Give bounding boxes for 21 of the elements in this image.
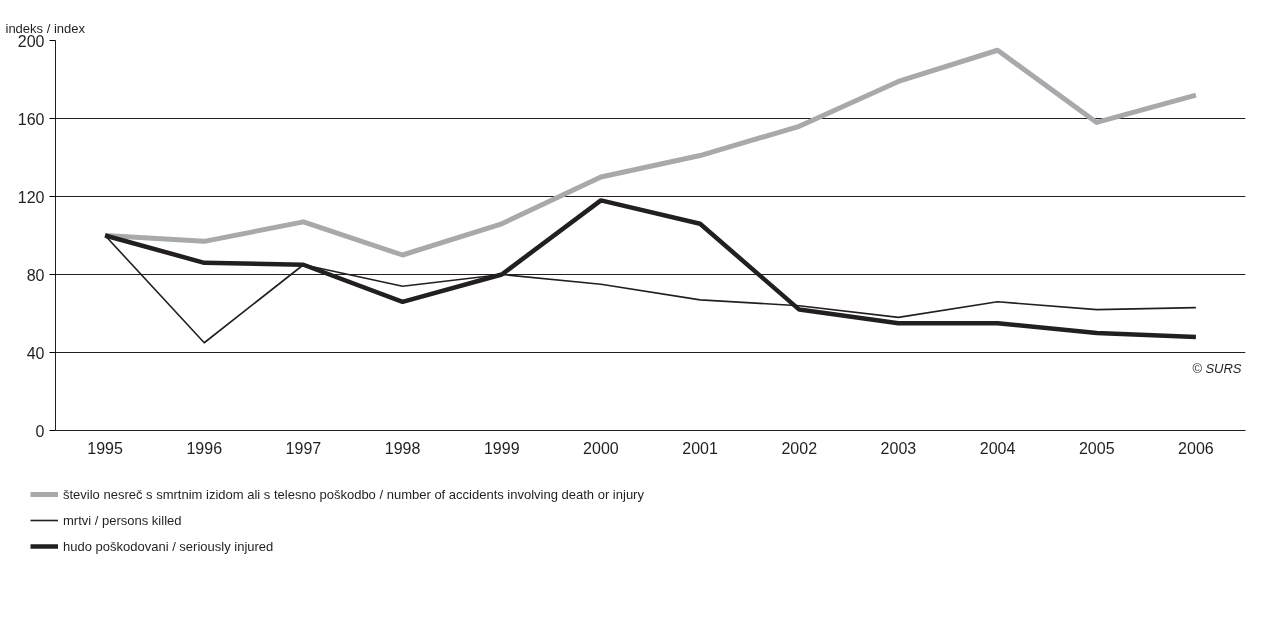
y-tick-label: 0	[35, 422, 45, 440]
y-tick-label: 120	[17, 188, 45, 206]
x-tick-label: 2001	[682, 439, 718, 457]
y-tick-label: 40	[26, 344, 45, 362]
x-tick-label: 2006	[1178, 439, 1214, 457]
x-tick-label: 1997	[285, 439, 322, 457]
x-tick-label: 1998	[384, 439, 421, 457]
x-tick-label: 1999	[483, 439, 520, 457]
x-tick-label: 2002	[781, 439, 818, 457]
annotation: © SURS	[1192, 360, 1242, 376]
y-tick-label: 80	[26, 266, 45, 284]
legend-label: število nesreč s smrtnim izidom ali s telesno poškodbo / number of accidents involving death or injury	[63, 486, 644, 502]
x-tick-label: 2005	[1078, 439, 1115, 457]
x-tick-label: 1996	[186, 439, 223, 457]
y-tick-label: 160	[17, 110, 45, 128]
x-tick-label: 1995	[87, 439, 123, 457]
legend-label: hudo poškodovani / seriously injured	[63, 538, 274, 554]
legend-label: mrtvi / persons killed	[63, 512, 182, 528]
x-tick-label: 2003	[880, 439, 917, 457]
x-tick-label: 2004	[979, 439, 1016, 457]
x-tick-label: 2000	[583, 439, 619, 457]
